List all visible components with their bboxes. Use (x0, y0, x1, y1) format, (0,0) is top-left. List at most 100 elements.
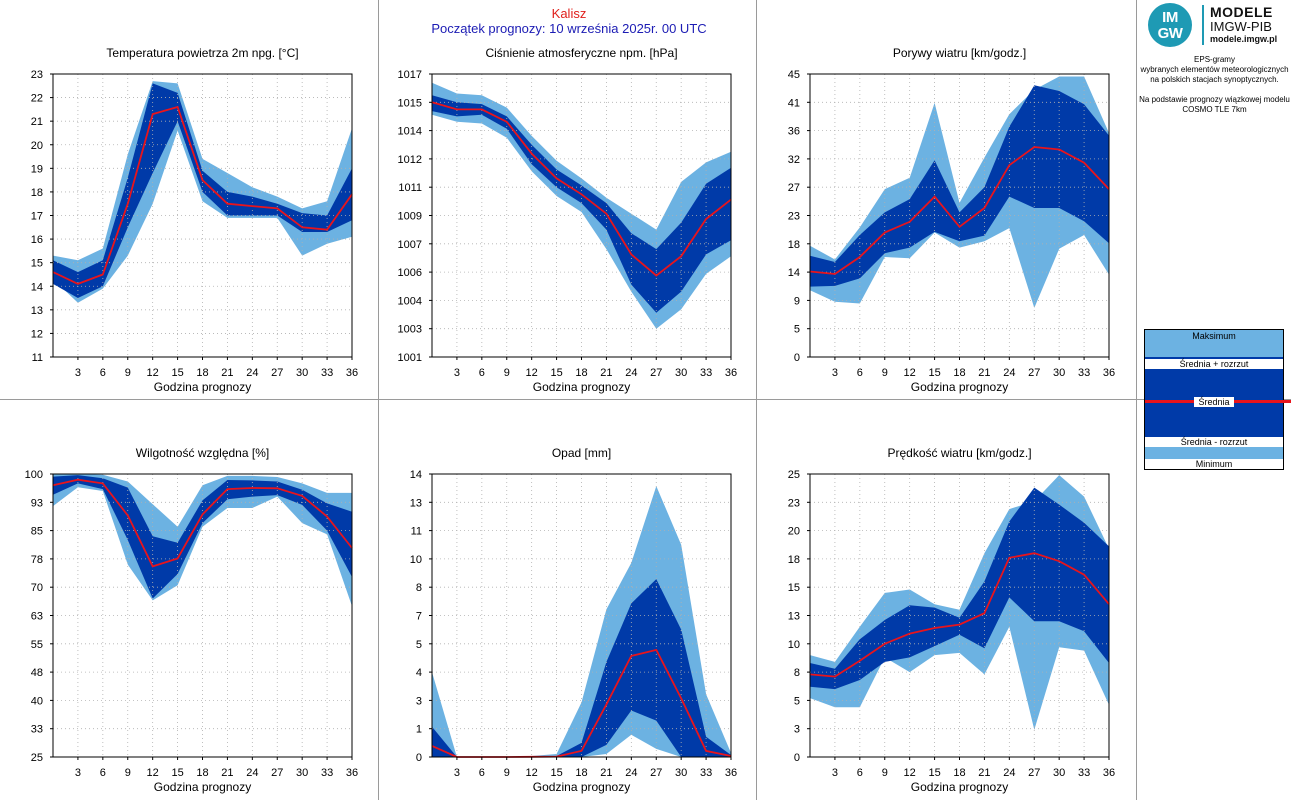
x-tick-label: 27 (1028, 767, 1040, 779)
band-max-min (432, 82, 731, 329)
y-tick-label: 93 (31, 497, 43, 509)
x-tick-label: 27 (271, 767, 283, 779)
legend-label-mean: Średnia (1194, 397, 1234, 407)
y-tick-label: 4 (416, 667, 422, 679)
x-tick-label: 33 (321, 367, 333, 379)
y-tick-label: 11 (32, 352, 43, 364)
x-tick-label: 3 (75, 367, 81, 379)
divider-vertical-1 (378, 0, 379, 800)
mean-line (809, 146, 1110, 275)
x-tick-label: 3 (75, 767, 81, 779)
x-tick-label: 18 (953, 367, 965, 379)
y-tick-label: 17 (31, 211, 43, 223)
x-tick-label: 12 (904, 767, 916, 779)
y-tick-label: 1004 (398, 295, 422, 307)
y-tick-label: 23 (788, 211, 800, 223)
y-tick-label: 18 (31, 187, 43, 199)
desc-line (1138, 85, 1291, 95)
x-axis-label: Godzina prognozy (533, 380, 630, 394)
x-axis-label: Godzina prognozy (911, 380, 1008, 394)
y-tick-label: 14 (31, 281, 43, 293)
mean-line (52, 105, 353, 285)
chart-humidity: Wilgotność względna [%]25334048556370788… (25, 446, 358, 794)
x-tick-label: 36 (1103, 367, 1115, 379)
x-axis-label: Godzina prognozy (911, 780, 1008, 794)
legend-label-max: Maksimum (1145, 331, 1283, 341)
band-max-min (53, 81, 352, 303)
y-tick-label: 18 (788, 554, 800, 566)
y-tick-label: 36 (788, 126, 800, 138)
y-tick-label: 22 (31, 93, 43, 105)
desc-line: EPS-gramy (1194, 55, 1235, 64)
x-tick-label: 24 (246, 367, 258, 379)
x-tick-label: 21 (978, 367, 990, 379)
x-tick-label: 24 (1003, 367, 1015, 379)
band-spread (53, 475, 352, 599)
logo-url: modele.imgw.pl (1210, 34, 1278, 44)
legend-mean-line-extension (1283, 400, 1291, 403)
y-tick-label: 20 (788, 526, 800, 538)
y-tick-label: 7 (416, 611, 422, 623)
y-tick-label: 41 (788, 97, 800, 109)
logo-separator (1202, 5, 1204, 45)
band-spread (810, 85, 1109, 287)
x-tick-label: 21 (221, 767, 233, 779)
x-tick-label: 36 (346, 367, 358, 379)
y-tick-label: 1011 (398, 182, 422, 194)
y-tick-label: 9 (794, 295, 800, 307)
y-tick-label: 25 (31, 752, 43, 764)
x-tick-label: 15 (928, 367, 940, 379)
logo-line-1: MODELE (1210, 4, 1273, 20)
forecast-start: Początek prognozy: 10 września 2025r. 00… (431, 21, 707, 36)
y-tick-label: 13 (410, 497, 422, 509)
legend: Maksimum Średnia + rozrzut Średnia Średn… (1144, 329, 1291, 470)
y-tick-label: 14 (788, 267, 800, 279)
y-tick-label: 40 (31, 695, 43, 707)
logo-text: MODELE IMGW-PIB modele.imgw.pl (1210, 4, 1277, 45)
x-tick-label: 30 (1053, 367, 1065, 379)
x-axis-label: Godzina prognozy (154, 380, 251, 394)
chart-wind-speed: Prędkość wiatru [km/godz.] 0 3 5 8 10 13 15 18 20… (788, 446, 1115, 794)
x-tick-label: 33 (321, 767, 333, 779)
y-tick-label: 23 (788, 497, 800, 509)
x-tick-label: 21 (600, 767, 612, 779)
y-tick-label: 1015 (398, 97, 422, 109)
y-tick-label: 70 (31, 582, 43, 594)
x-tick-label: 21 (978, 767, 990, 779)
x-tick-label: 24 (625, 367, 637, 379)
logo-line-2: IMGW-PIB (1210, 19, 1272, 34)
divider-horizontal (0, 399, 1291, 400)
x-tick-label: 9 (125, 767, 131, 779)
y-tick-label: 14 (410, 469, 422, 481)
x-tick-label: 33 (1078, 767, 1090, 779)
x-tick-label: 12 (147, 767, 159, 779)
x-tick-label: 27 (1028, 367, 1040, 379)
mean-line (431, 101, 732, 277)
y-tick-label: 1007 (398, 239, 422, 251)
x-tick-label: 33 (1078, 367, 1090, 379)
y-tick-label: 15 (31, 258, 43, 270)
chart-title: Temperatura powietrza 2m npg. [°C] (106, 46, 298, 60)
x-tick-label: 30 (296, 767, 308, 779)
x-tick-label: 33 (700, 367, 712, 379)
imgw-logo: IM GW MODELE IMGW-PIB modele.imgw.pl (1148, 3, 1288, 47)
x-tick-label: 6 (100, 367, 106, 379)
x-tick-label: 15 (550, 367, 562, 379)
y-tick-label: 23 (31, 69, 43, 81)
y-tick-label: 12 (31, 328, 43, 340)
x-tick-label: 36 (725, 767, 737, 779)
chart-title: Prędkość wiatru [km/godz.] (887, 446, 1031, 460)
x-tick-label: 18 (196, 767, 208, 779)
chart-title: Ciśnienie atmosferyczne npm. [hPa] (485, 46, 677, 60)
x-tick-label: 18 (953, 767, 965, 779)
x-tick-label: 6 (479, 767, 485, 779)
x-tick-label: 3 (454, 767, 460, 779)
sidebar: IM GW MODELE IMGW-PIB modele.imgw.pl EPS… (1138, 0, 1291, 800)
x-axis-label: Godzina prognozy (154, 780, 251, 794)
y-tick-label: 10 (788, 639, 800, 651)
x-tick-label: 12 (526, 367, 538, 379)
x-tick-label: 3 (832, 367, 838, 379)
x-tick-label: 15 (171, 367, 183, 379)
y-tick-label: 48 (31, 667, 43, 679)
x-tick-label: 30 (296, 367, 308, 379)
